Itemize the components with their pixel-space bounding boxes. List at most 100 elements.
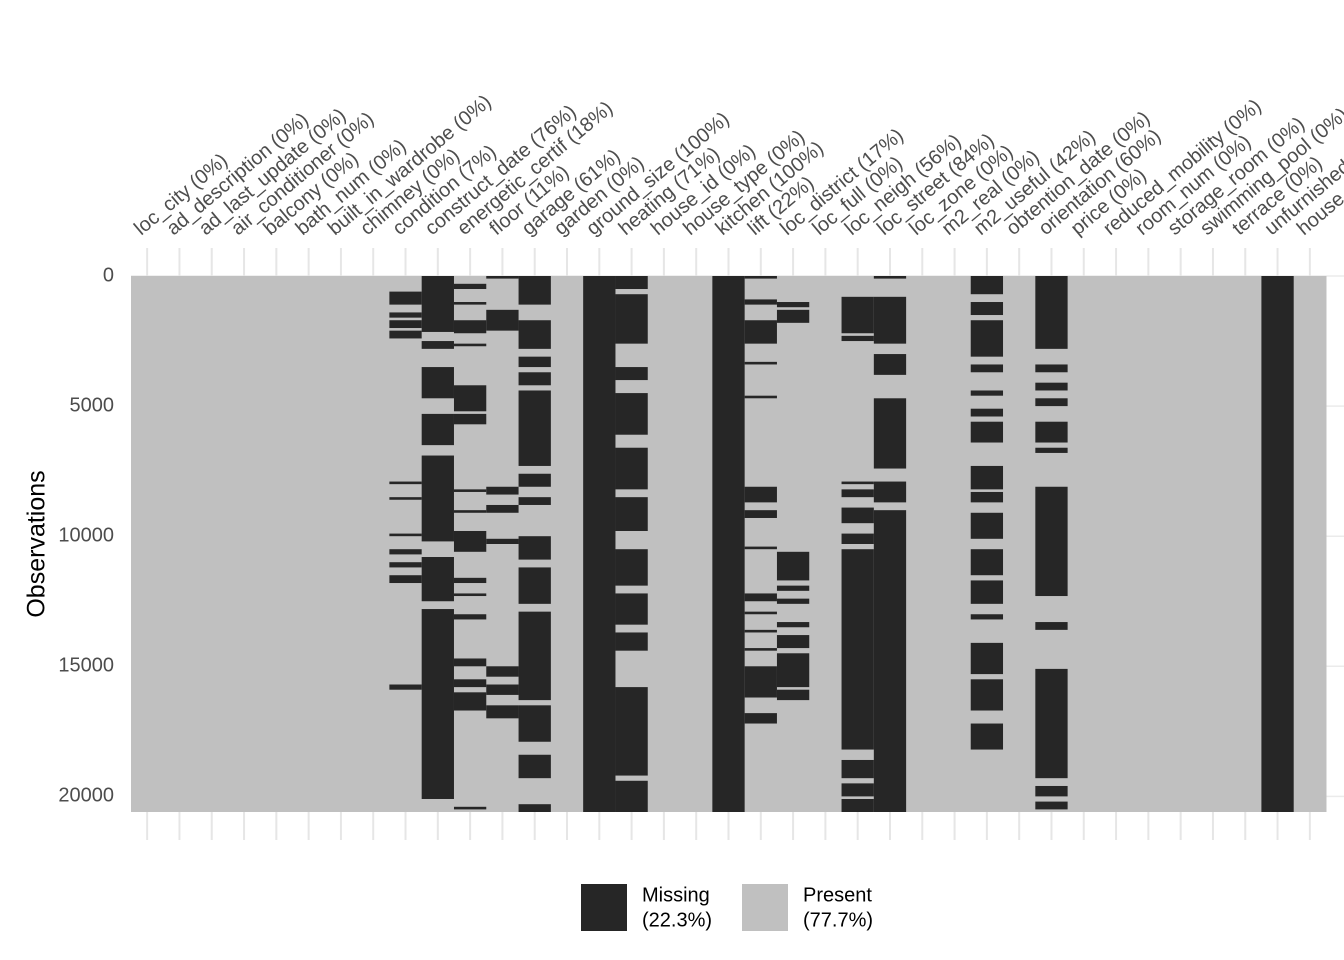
missing-run bbox=[970, 465, 1004, 490]
missing-run bbox=[1261, 276, 1295, 812]
missing-run bbox=[453, 806, 487, 810]
missing-run bbox=[615, 393, 649, 435]
present-column bbox=[195, 276, 229, 812]
present-column bbox=[131, 276, 164, 812]
missing-run bbox=[744, 320, 778, 344]
missing-run bbox=[776, 585, 810, 591]
missing-run bbox=[389, 330, 423, 339]
missing-run bbox=[841, 481, 875, 485]
missing-run bbox=[970, 364, 1004, 373]
missing-run bbox=[1035, 447, 1069, 453]
missing-run bbox=[615, 687, 649, 776]
present-column bbox=[260, 276, 293, 812]
missing-run bbox=[518, 372, 552, 386]
missing-run bbox=[776, 653, 810, 688]
missing-run bbox=[486, 705, 520, 719]
legend-label: Present bbox=[803, 884, 872, 906]
missing-run bbox=[421, 367, 455, 399]
missing-run bbox=[421, 609, 455, 799]
missing-run bbox=[841, 533, 875, 544]
missing-run bbox=[970, 276, 1004, 295]
missing-run bbox=[389, 575, 423, 584]
missing-run bbox=[453, 385, 487, 412]
missing-run bbox=[486, 538, 520, 544]
missing-run bbox=[744, 546, 778, 550]
missing-run bbox=[1035, 486, 1069, 597]
missing-run bbox=[453, 489, 487, 492]
present-column bbox=[227, 276, 261, 812]
missing-run bbox=[615, 549, 649, 586]
present-column bbox=[1067, 276, 1101, 812]
missing-run bbox=[389, 533, 423, 537]
missing-run bbox=[518, 497, 552, 505]
missing-run bbox=[744, 395, 778, 399]
missing-run bbox=[486, 684, 520, 695]
present-column bbox=[389, 276, 423, 812]
present-column bbox=[938, 276, 972, 812]
missing-run bbox=[518, 473, 552, 487]
missing-run bbox=[970, 549, 1004, 576]
present-column bbox=[680, 276, 713, 812]
present-column bbox=[1164, 276, 1198, 812]
missing-run bbox=[615, 294, 649, 344]
missing-run bbox=[518, 804, 552, 812]
missing-run bbox=[744, 611, 778, 615]
present-column bbox=[906, 276, 939, 812]
legend-share: (77.7%) bbox=[803, 909, 873, 931]
present-column bbox=[550, 276, 584, 812]
missing-run bbox=[873, 296, 907, 344]
missing-run bbox=[970, 614, 1004, 620]
present-column bbox=[1132, 276, 1166, 812]
missing-run bbox=[744, 276, 778, 279]
missing-run bbox=[389, 497, 423, 500]
present-column bbox=[744, 276, 778, 812]
missing-run bbox=[1035, 421, 1069, 443]
missing-run bbox=[712, 276, 746, 812]
present-column bbox=[1196, 276, 1230, 812]
missing-run bbox=[744, 486, 778, 503]
present-column bbox=[292, 276, 326, 812]
missing-run bbox=[421, 413, 455, 446]
missing-run bbox=[776, 551, 810, 581]
missing-run bbox=[1035, 382, 1069, 391]
legend-swatch bbox=[742, 884, 788, 931]
missing-run bbox=[970, 723, 1004, 750]
missing-run bbox=[453, 283, 487, 290]
missing-run bbox=[453, 530, 487, 552]
missing-run bbox=[1035, 622, 1069, 630]
missing-run bbox=[453, 593, 487, 597]
missing-run bbox=[615, 593, 649, 625]
missing-run bbox=[1035, 398, 1069, 407]
missing-run bbox=[453, 320, 487, 334]
missing-run bbox=[518, 390, 552, 466]
missing-run bbox=[518, 356, 552, 368]
missing-run bbox=[970, 679, 1004, 711]
present-column bbox=[1099, 276, 1133, 812]
missing-run bbox=[389, 481, 423, 485]
missing-run bbox=[389, 684, 423, 690]
missing-run bbox=[453, 679, 487, 688]
missing-run bbox=[453, 614, 487, 620]
missing-run bbox=[421, 557, 455, 602]
missing-run bbox=[615, 632, 649, 651]
missing-run bbox=[615, 367, 649, 381]
missing-run bbox=[486, 666, 520, 677]
missing-run bbox=[841, 489, 875, 498]
present-column bbox=[357, 276, 390, 812]
missing-run bbox=[744, 361, 778, 365]
missing-run bbox=[518, 276, 552, 305]
missing-run bbox=[486, 276, 520, 279]
missing-run bbox=[970, 421, 1004, 443]
missing-run bbox=[776, 622, 810, 628]
missing-run bbox=[421, 276, 455, 332]
missing-run bbox=[970, 512, 1004, 539]
missing-run bbox=[615, 497, 649, 531]
missing-run bbox=[389, 320, 423, 329]
missing-run bbox=[389, 291, 423, 305]
missing-run bbox=[776, 689, 810, 701]
missing-run bbox=[518, 536, 552, 560]
legend-share: (22.3%) bbox=[642, 909, 712, 931]
missing-run bbox=[970, 491, 1004, 503]
missing-run bbox=[583, 276, 616, 812]
y-tick-label: 0 bbox=[103, 264, 114, 286]
